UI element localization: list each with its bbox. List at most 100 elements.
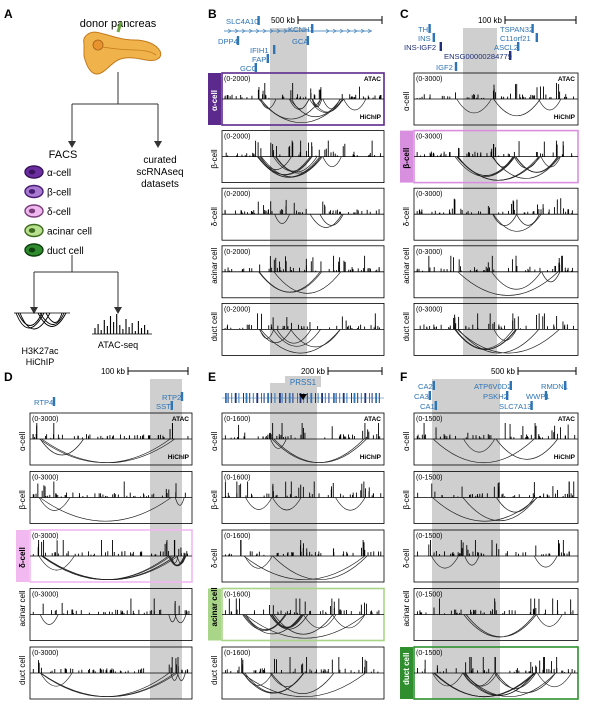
row-label: β-cell <box>402 490 411 509</box>
gene-marker <box>530 401 533 410</box>
hichip-loop <box>311 98 344 113</box>
panel-a: A donor pancreas FACS curated sc <box>4 7 184 367</box>
gene-marker <box>434 401 437 410</box>
gene-label: WWP1 <box>526 392 550 401</box>
hichip-loop <box>244 614 366 639</box>
track-row: acinar cell (0-2000) <box>210 245 385 299</box>
gene-marker <box>564 381 567 390</box>
panel-letter-a: A <box>4 7 13 21</box>
track-row: β-cell (0-3000) <box>400 129 579 184</box>
hichip-loop <box>456 156 541 181</box>
row-label: δ-cell <box>210 207 219 226</box>
row-label: acinar cell <box>402 248 411 284</box>
panel-letter-f: F <box>400 370 407 384</box>
track-range-label: (0-1500) <box>416 592 442 599</box>
workflow-lines <box>33 72 159 307</box>
track-row: β-cell (0-2000) <box>210 130 385 184</box>
gene-marker <box>273 45 276 54</box>
row-label: β-cell <box>402 148 411 169</box>
hichip-loop <box>456 98 492 114</box>
hichip-loop <box>456 329 560 354</box>
hichip-loop <box>171 555 179 564</box>
gene-label: PRSS1 <box>290 378 317 387</box>
panel-letter-b: B <box>208 7 217 21</box>
hichip-loop <box>322 98 341 110</box>
hichip-loop <box>465 672 498 687</box>
hichip-loop <box>243 672 273 686</box>
assay-hichip-line-1: H3K27ac <box>21 346 59 356</box>
hichip-loop <box>259 329 292 344</box>
gene-marker <box>254 63 257 72</box>
hichip-loop <box>432 497 538 522</box>
track-row: α-cell (0-3000) ATAC HiChIP <box>402 72 579 126</box>
gene-label: RTP2 <box>162 393 181 402</box>
hichip-loop <box>465 614 537 638</box>
atac-label: ATAC <box>364 76 381 83</box>
hichip-loop <box>270 672 335 694</box>
hichip-label: HiChIP <box>168 454 190 461</box>
track-range-label: (0-1500) <box>416 533 442 540</box>
row-label: α-cell <box>210 90 219 111</box>
hichip-loop <box>516 214 540 226</box>
strand-arrow <box>367 28 372 34</box>
panel-letter-d: D <box>4 370 13 384</box>
row-label: α-cell <box>210 431 219 451</box>
strand-arrow <box>234 28 239 34</box>
gene-marker <box>535 33 538 42</box>
track-row: β-cell (0-3000) <box>18 471 193 524</box>
track-row: δ-cell (0-1600) <box>210 529 385 583</box>
hichip-loop <box>457 271 559 296</box>
hichip-loop <box>274 156 322 174</box>
hichip-loop <box>492 214 518 226</box>
highlight-region <box>463 28 497 356</box>
track-range-label: (0-3000) <box>416 134 442 141</box>
strand-arrow <box>248 28 253 34</box>
hichip-loop <box>332 614 366 629</box>
hichip-loop <box>494 672 537 689</box>
highlight-region <box>150 379 182 699</box>
row-label: β-cell <box>18 490 27 509</box>
scale-bar-label: 100 kb <box>101 367 126 376</box>
hichip-loop <box>311 98 321 107</box>
hichip-loop <box>39 497 172 522</box>
hichip-loop <box>432 672 464 687</box>
hichip-icon <box>14 312 70 330</box>
hichip-loop <box>290 329 341 348</box>
track-row: duct cell (0-2000) <box>210 302 385 356</box>
gene-pointer-icon <box>299 394 307 400</box>
hichip-loop <box>38 555 75 571</box>
hichip-loop <box>492 213 542 232</box>
gene-marker <box>266 54 269 63</box>
gene-label: C11orf21 <box>500 34 531 43</box>
hichip-loop <box>275 156 318 173</box>
track-row: δ-cell (0-1500) <box>402 529 579 583</box>
hichip-loop <box>40 438 84 456</box>
hichip-loop <box>40 672 73 687</box>
track-range-label: (0-1600) <box>224 650 250 657</box>
row-label-tab <box>400 647 413 699</box>
gene-marker <box>432 381 435 390</box>
row-label: α-cell <box>402 91 411 111</box>
track-range-label: (0-2000) <box>224 134 250 141</box>
hichip-loop <box>269 614 309 630</box>
hichip-loop <box>541 271 561 283</box>
hichip-loop <box>40 672 170 697</box>
gene-marker <box>428 391 431 400</box>
hichip-loop <box>309 214 343 228</box>
hichip-loop <box>537 672 572 688</box>
gene-marker <box>544 391 548 400</box>
gene-label: ATP6V0D2 <box>474 382 511 391</box>
hichip-loop <box>491 271 542 290</box>
row-label: δ-cell <box>210 549 219 568</box>
gene-label: INS-IGF2 <box>404 43 436 52</box>
strand-arrow <box>227 28 232 34</box>
hichip-loop <box>431 555 459 569</box>
row-label: δ-cell <box>402 549 411 568</box>
highlight-region <box>270 28 307 356</box>
strand-arrow <box>346 28 351 34</box>
hichip-loop <box>335 497 366 511</box>
hichip-loop <box>42 555 179 580</box>
gene-label: TSPAN32 <box>500 25 533 34</box>
